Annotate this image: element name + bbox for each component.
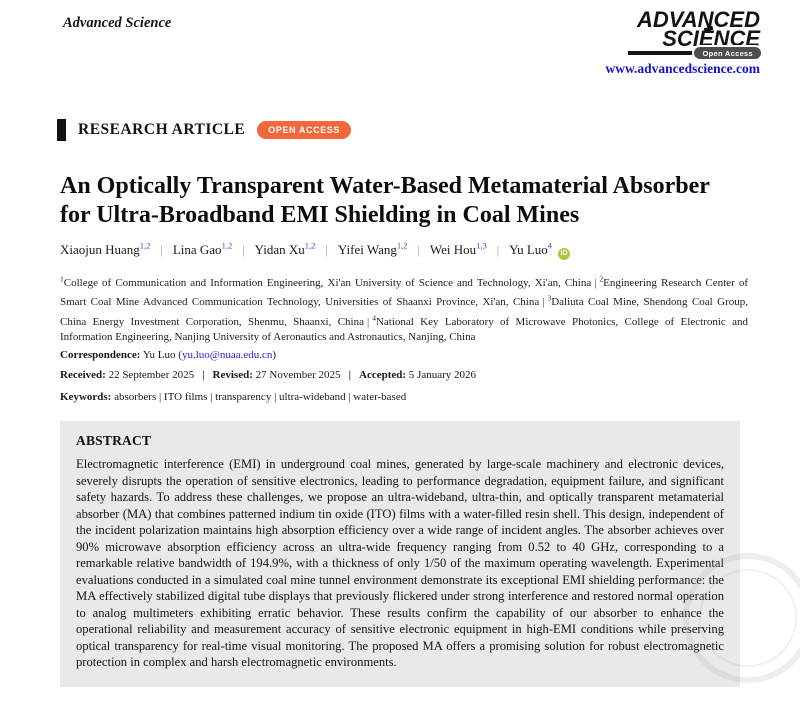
author-name: Yu Luo: [509, 242, 548, 258]
affiliation-number: 1: [60, 274, 64, 283]
affiliation-text: College of Communication and Information…: [63, 276, 592, 289]
keywords-value: absorbers | ITO films | transparency | u…: [114, 391, 407, 403]
journal-website-link[interactable]: www.advancedscience.com: [605, 61, 760, 76]
author-affiliation-superscript: 1,2: [304, 241, 316, 251]
author-name: Wei Hou: [429, 242, 477, 258]
open-access-badge: OPEN ACCESS: [257, 121, 352, 139]
history-date-label: Received:: [60, 369, 109, 381]
affiliation-separator: |: [542, 296, 545, 309]
author-separator: |: [496, 243, 500, 258]
correspondence-email-link[interactable]: yu.luo@nuaa.edu.cn: [181, 349, 273, 361]
affiliation-separator: |: [366, 315, 370, 328]
abstract-heading: ABSTRACT: [76, 433, 152, 448]
correspondence-email-wrap: (yu.luo@nuaa.edu.cn): [178, 349, 277, 361]
affiliation-separator: |: [594, 276, 597, 289]
history-date: Accepted: 5 January 2026: [359, 369, 476, 381]
history-date-label: Revised:: [212, 369, 256, 381]
open-access-logo-badge: Open Access: [692, 45, 763, 61]
author-name: Yifei Wang: [337, 242, 397, 258]
author: Yu Luo4 iD: [509, 241, 571, 261]
author-affiliation-superscript: 4: [547, 241, 553, 251]
author-affiliation-superscript: 1,2: [396, 241, 408, 251]
author-name: Lina Gao: [172, 242, 222, 258]
affiliation-number: 2: [599, 274, 604, 283]
author: Wei Hou1,3: [429, 241, 487, 258]
author: Xiaojun Huang1,2: [60, 241, 151, 258]
keywords-label: Keywords:: [60, 391, 112, 403]
author-affiliation-superscript: 1,2: [139, 241, 151, 251]
affiliations: 1College of Communication and Informatio…: [60, 271, 748, 345]
author-separator: |: [242, 243, 245, 258]
affiliation-number: 3: [547, 293, 552, 303]
authors-row: Xiaojun Huang1,2 | Lina Gao1,2 | Yidan Xu1,2…: [60, 241, 571, 261]
author: Yifei Wang1,2: [337, 241, 408, 258]
journal-logo: ADVANCED SCIENCE Open Access: [628, 7, 763, 61]
date-separator: |: [348, 369, 351, 381]
article-title: An Optically Transparent Water-Based Met…: [60, 173, 710, 228]
type-divider-bar: [57, 119, 66, 141]
author-name: Yidan Xu: [254, 242, 305, 258]
journal-name: Advanced Science: [63, 15, 172, 31]
abstract-box: ABSTRACT Electromagnetic interference (E…: [60, 421, 740, 687]
correspondence-name: Yu Luo: [142, 349, 176, 361]
affiliation: 3Daliuta Coal Mine, Shendong Coal Group,…: [60, 293, 748, 328]
affiliation-number: 4: [372, 313, 376, 323]
author-separator: |: [417, 243, 420, 258]
affiliation-text: National Key Laboratory of Microwave Pho…: [60, 315, 748, 343]
author-affiliation-superscript: 1,2: [221, 241, 233, 251]
abstract-text: Electromagnetic interference (EMI) in un…: [76, 457, 724, 669]
author-separator: |: [325, 243, 328, 258]
history-date: Received: 22 September 2025: [60, 369, 194, 381]
affiliation: 2Engineering Research Center of Smart Co…: [60, 274, 748, 309]
article-type-row: RESEARCH ARTICLE OPEN ACCESS: [57, 119, 352, 141]
author: Lina Gao1,2: [172, 241, 233, 258]
history-date: Revised: 27 November 2025: [213, 369, 341, 381]
article-type-label: RESEARCH ARTICLE: [78, 121, 246, 138]
orcid-icon[interactable]: iD: [558, 248, 571, 261]
author-separator: |: [160, 243, 163, 258]
affiliation: 4National Key Laboratory of Microwave Ph…: [60, 313, 748, 343]
correspondence-line: Correspondence: Yu Luo (yu.luo@nuaa.edu.…: [60, 349, 276, 361]
affiliation: 1College of Communication and Informatio…: [60, 274, 592, 289]
logo-line-1: ADVANCED: [636, 7, 760, 32]
keywords-line: Keywords: absorbers | ITO films | transp…: [60, 391, 406, 403]
author: Yidan Xu1,2: [254, 241, 316, 258]
author-affiliation-superscript: 1,3: [476, 241, 487, 251]
affiliation-text: Daliuta Coal Mine, Shendong Coal Group, …: [60, 296, 748, 328]
history-date-value: 27 November 2025: [255, 369, 341, 381]
history-date-value: 5 January 2026: [408, 369, 477, 381]
history-date-value: 22 September 2025: [108, 369, 195, 381]
history-date-label: Accepted:: [359, 369, 409, 381]
correspondence-label: Correspondence:: [60, 349, 141, 361]
author-name: Xiaojun Huang: [60, 242, 140, 258]
history-dates-row: Received: 22 September 2025 | Revised: 27 …: [60, 369, 476, 381]
logo-line-2: SCIENCE: [662, 26, 760, 51]
logo-rule: Open Access: [628, 45, 763, 61]
date-separator: |: [202, 369, 205, 381]
affiliation-text: Engineering Research Center of Smart Coa…: [60, 276, 748, 309]
